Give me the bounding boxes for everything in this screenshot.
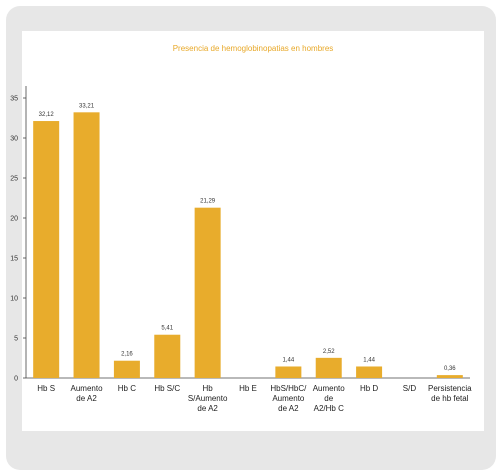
y-tick-label: 35 xyxy=(10,96,18,103)
data-label: 5,41 xyxy=(161,326,173,332)
chart-title: Presencia de hemoglobinopatias en hombre… xyxy=(172,44,334,53)
x-tick-label: S/D xyxy=(403,384,417,393)
bar xyxy=(436,375,463,378)
data-label: 21,29 xyxy=(200,199,216,205)
data-label: 1,44 xyxy=(283,357,295,363)
data-label: 32,12 xyxy=(39,112,55,118)
x-tick-label: Aumento de A2 xyxy=(71,384,104,403)
x-tick-label: Hb S xyxy=(37,384,55,393)
data-label: 33,21 xyxy=(79,103,95,109)
x-tick-label: Persistencia de hb fetal xyxy=(428,384,472,403)
y-tick-label: 0 xyxy=(14,376,18,383)
y-tick-label: 5 xyxy=(14,336,18,343)
y-tick-label: 25 xyxy=(10,176,18,183)
bar xyxy=(315,357,342,378)
data-label: 2,52 xyxy=(323,349,335,355)
data-label: 2,16 xyxy=(121,352,133,358)
bar xyxy=(275,366,302,378)
x-tick-label: Hb C xyxy=(118,384,136,393)
x-tick-label: Hb D xyxy=(360,384,378,393)
x-tick-label: Hb S/C xyxy=(154,384,180,393)
y-tick-label: 15 xyxy=(10,256,18,263)
bar xyxy=(356,366,383,378)
data-label: 0,36 xyxy=(444,366,456,372)
bar xyxy=(154,334,181,378)
data-label: 1,44 xyxy=(363,357,375,363)
bar xyxy=(33,121,60,378)
x-tick-label: HbS/HbC/Aumento de A2 xyxy=(270,384,307,413)
x-tick-label: Hb S/Aumento de A2 xyxy=(188,384,228,413)
x-tick-label: Aumento de A2/Hb C xyxy=(313,384,346,413)
bar xyxy=(73,112,100,378)
bar xyxy=(194,207,221,378)
y-tick-label: 20 xyxy=(10,216,18,223)
bar xyxy=(113,360,140,378)
y-tick-label: 30 xyxy=(10,136,18,143)
x-tick-label: Hb E xyxy=(239,384,257,393)
y-tick-label: 10 xyxy=(10,296,18,303)
